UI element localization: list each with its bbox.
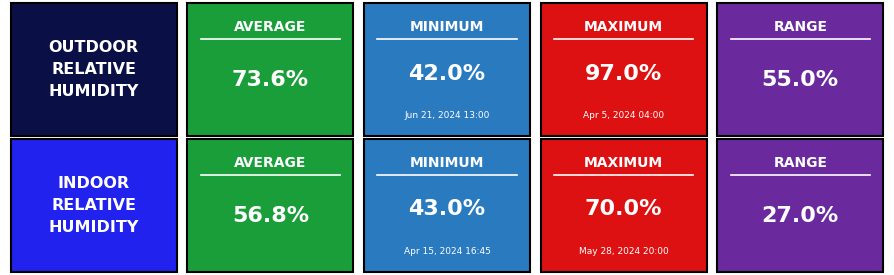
Text: 42.0%: 42.0% — [409, 64, 485, 84]
FancyBboxPatch shape — [717, 139, 883, 272]
Text: 27.0%: 27.0% — [762, 206, 839, 226]
Text: AVERAGE: AVERAGE — [234, 156, 307, 170]
Text: MAXIMUM: MAXIMUM — [584, 20, 663, 34]
Text: Apr 15, 2024 16:45: Apr 15, 2024 16:45 — [403, 247, 491, 256]
FancyBboxPatch shape — [11, 3, 177, 136]
Text: OUTDOOR
RELATIVE
HUMIDITY: OUTDOOR RELATIVE HUMIDITY — [48, 40, 139, 99]
Text: 97.0%: 97.0% — [585, 64, 662, 84]
Text: INDOOR
RELATIVE
HUMIDITY: INDOOR RELATIVE HUMIDITY — [48, 176, 139, 235]
Text: Jun 21, 2024 13:00: Jun 21, 2024 13:00 — [404, 111, 490, 120]
Text: May 28, 2024 20:00: May 28, 2024 20:00 — [578, 247, 669, 256]
Text: Apr 5, 2024 04:00: Apr 5, 2024 04:00 — [583, 111, 664, 120]
Text: 70.0%: 70.0% — [585, 199, 662, 219]
Text: RANGE: RANGE — [773, 156, 827, 170]
FancyBboxPatch shape — [364, 139, 530, 272]
Text: 55.0%: 55.0% — [762, 70, 839, 90]
FancyBboxPatch shape — [11, 139, 177, 272]
FancyBboxPatch shape — [717, 3, 883, 136]
FancyBboxPatch shape — [541, 3, 706, 136]
FancyBboxPatch shape — [188, 139, 353, 272]
Text: MAXIMUM: MAXIMUM — [584, 156, 663, 170]
Text: AVERAGE: AVERAGE — [234, 20, 307, 34]
FancyBboxPatch shape — [541, 139, 706, 272]
Text: MINIMUM: MINIMUM — [409, 20, 485, 34]
Text: 56.8%: 56.8% — [232, 206, 309, 226]
Text: 43.0%: 43.0% — [409, 199, 485, 219]
Text: RANGE: RANGE — [773, 20, 827, 34]
Text: MINIMUM: MINIMUM — [409, 156, 485, 170]
FancyBboxPatch shape — [364, 3, 530, 136]
Text: 73.6%: 73.6% — [232, 70, 309, 90]
FancyBboxPatch shape — [188, 3, 353, 136]
